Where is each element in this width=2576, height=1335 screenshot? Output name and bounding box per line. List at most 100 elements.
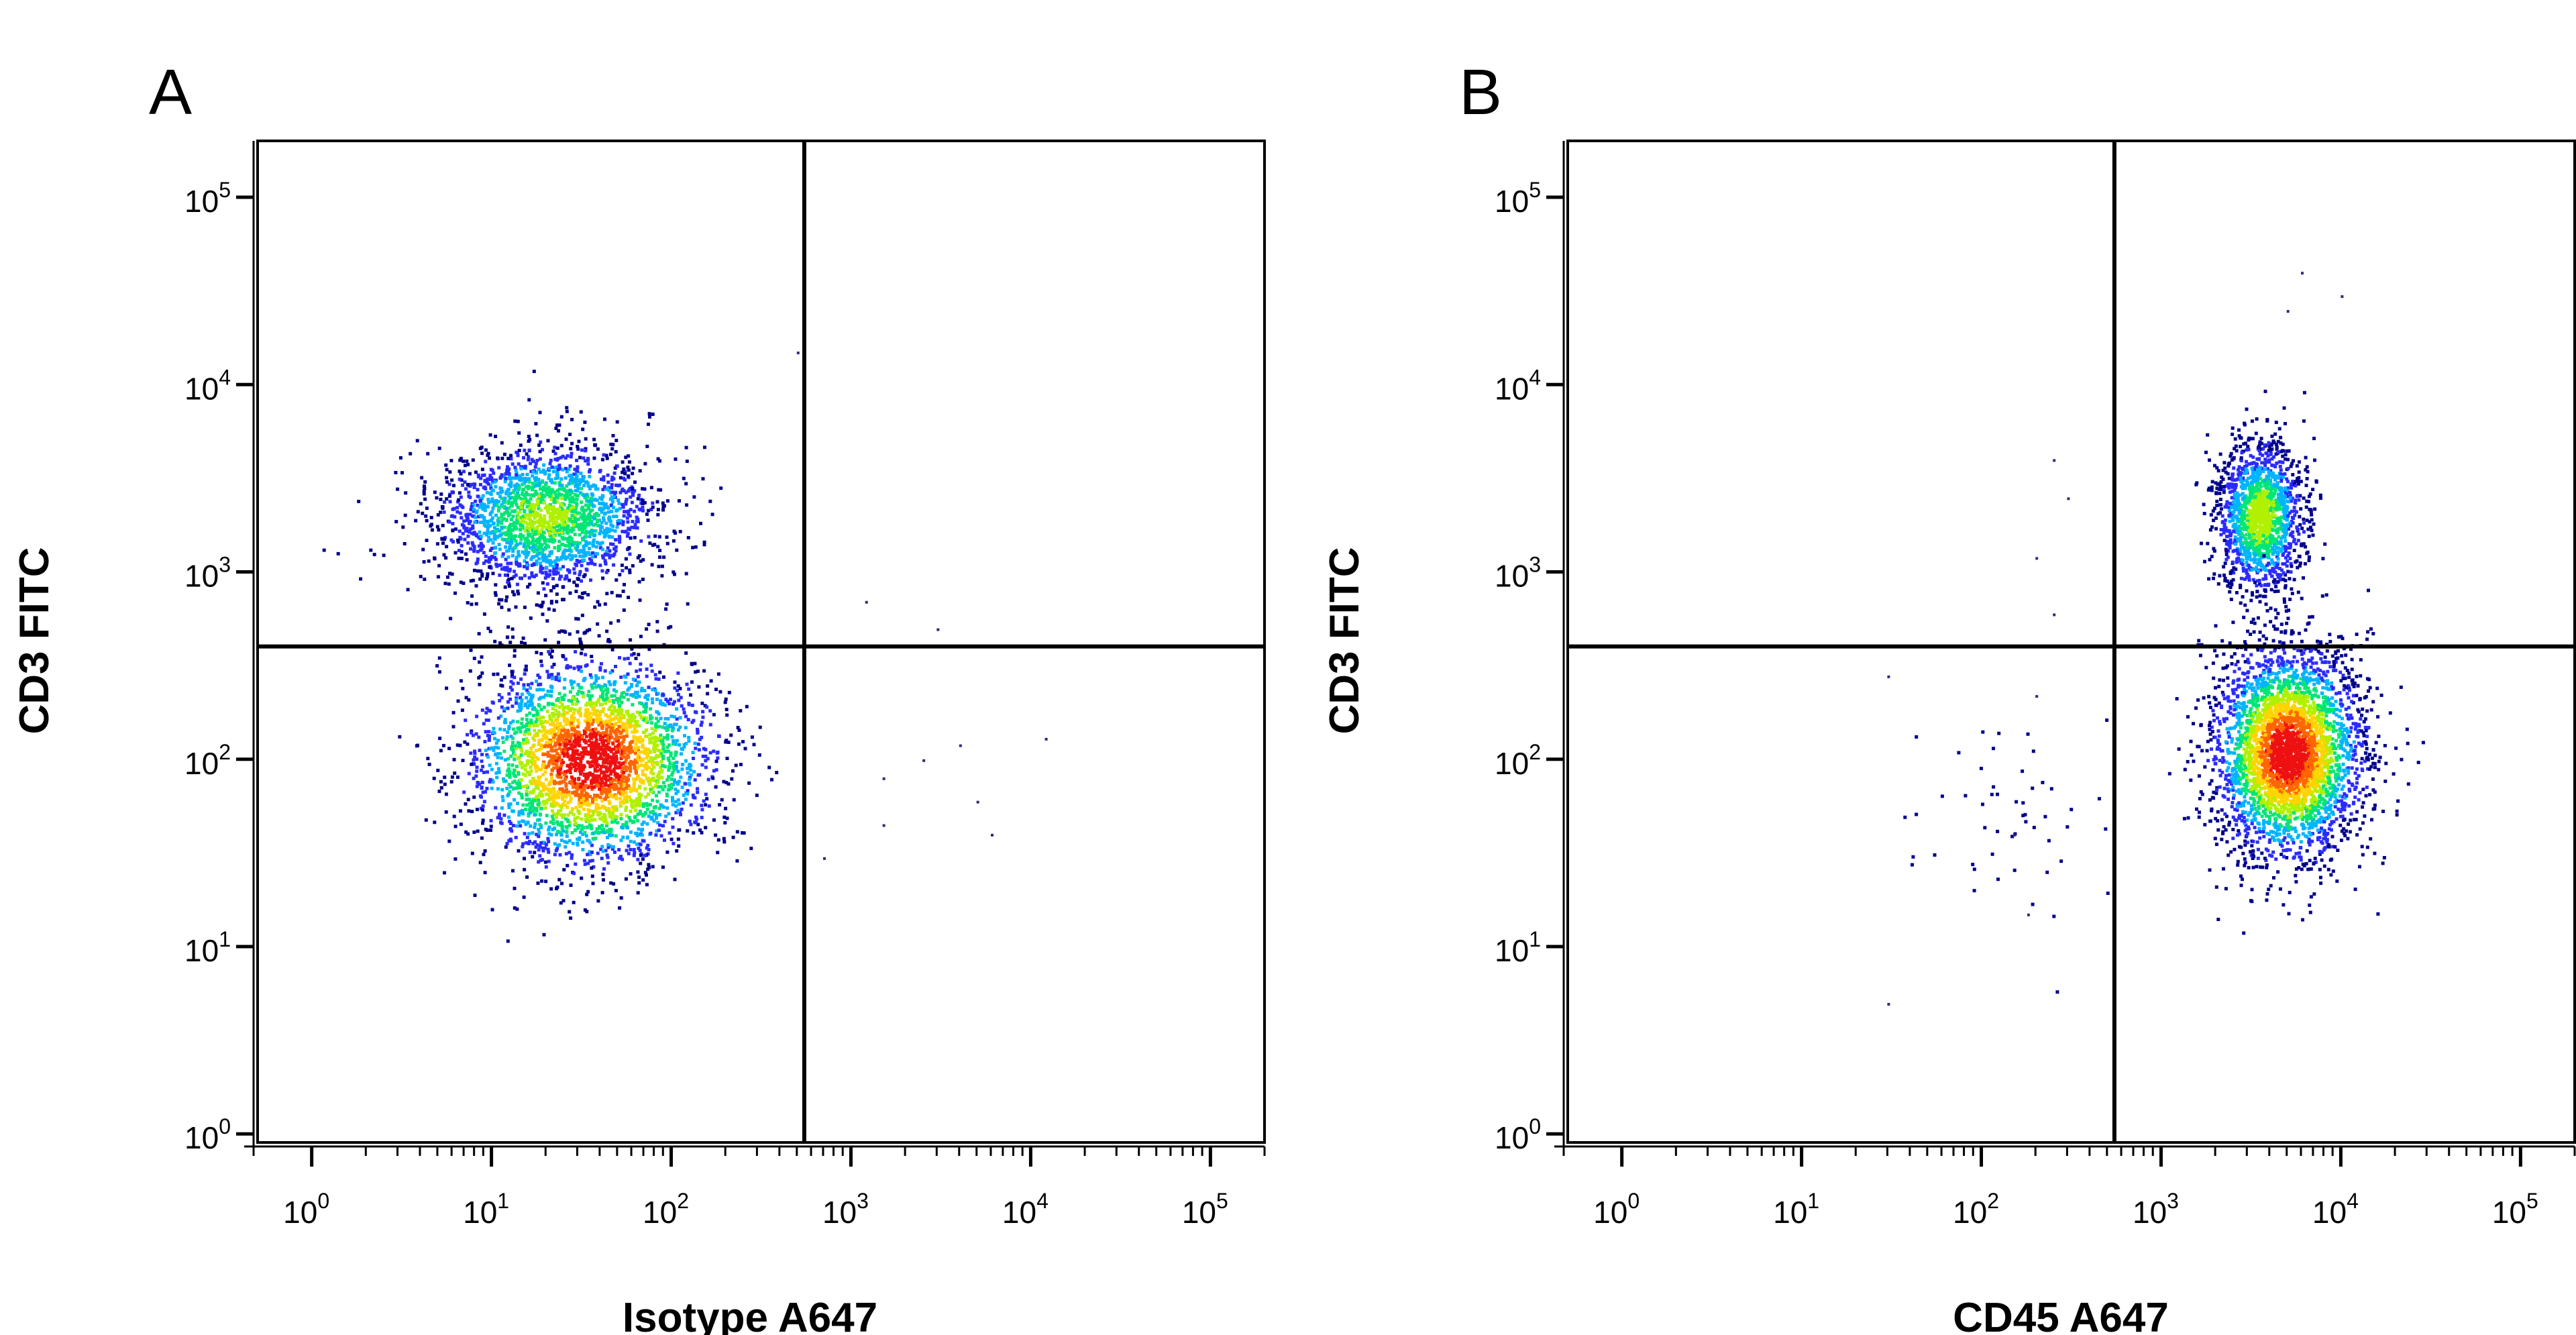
density-dot [619,804,623,808]
density-dot [603,753,607,757]
density-dot [656,780,660,784]
density-dot [639,689,643,693]
density-dot [612,515,616,519]
density-dot [569,708,573,712]
density-dot [590,551,594,555]
density-dot [525,835,529,839]
density-dot [642,703,646,707]
density-dot [594,679,598,683]
density-dot [570,496,574,500]
density-dot [424,514,428,518]
density-dot [540,879,544,883]
density-dot [587,506,590,511]
density-dot [519,467,523,471]
density-dot [635,721,638,725]
density-dot [661,501,665,505]
density-dot [513,744,517,748]
density-dot [589,742,593,746]
density-dot [536,674,540,678]
density-dot [659,785,663,789]
density-dot [588,487,592,490]
density-dot [445,575,449,579]
density-dot [515,527,519,531]
density-dot [601,872,605,876]
density-dot [481,818,485,822]
density-dot [574,484,578,488]
density-dot [574,742,578,746]
density-dot [537,545,540,549]
density-dot [548,462,552,466]
density-dot [492,501,496,505]
density-dot [633,489,637,493]
density-dot [496,787,500,791]
density-dot [619,800,623,804]
density-dot [637,842,641,846]
density-dot [445,476,449,480]
density-dot [541,485,545,489]
density-dot [596,447,600,451]
density-dot [610,647,614,651]
density-dot [531,744,535,748]
density-dot [556,790,560,794]
density-dot [715,751,719,755]
density-dot [476,569,480,573]
density-dot [549,780,553,784]
density-dot [494,562,498,566]
density-dot [679,776,683,780]
density-dot [586,721,590,725]
density-dot [594,798,598,802]
density-dot [604,719,608,723]
density-dot [588,541,592,545]
density-dot [506,488,511,491]
density-dot [541,479,545,483]
density-dot [396,487,400,491]
density-dot [576,630,580,634]
density-dot [559,531,564,535]
density-dot [689,693,692,697]
density-dot [631,564,635,568]
density-dot [617,501,621,505]
density-dot [566,769,570,773]
density-dot [592,831,596,835]
density-dot [700,720,704,725]
density-dot [482,562,486,566]
density-dot [498,547,502,551]
density-dot [468,519,472,523]
density-dot [617,790,621,794]
density-dot [561,797,565,801]
density-dot [516,505,520,509]
density-dot [572,580,576,584]
density-dot [555,793,559,797]
density-dot [585,825,589,829]
density-dot [583,525,587,529]
density-dot [549,600,553,603]
density-dot [572,523,576,527]
density-dot [555,584,559,588]
density-dot [525,561,529,565]
density-dot [655,620,659,624]
density-dot [535,833,539,837]
density-dot [474,774,478,778]
density-dot [628,552,632,556]
density-dot [506,470,511,474]
density-dot [548,652,552,656]
density-dot [560,496,564,500]
density-dot [525,792,529,796]
density-dot [509,538,513,542]
density-dot [524,751,527,755]
density-dot [628,743,632,747]
density-dot [629,508,633,512]
density-dot [602,512,606,516]
density-dot [672,778,676,782]
density-dot [580,756,584,760]
density-dot [441,541,445,545]
density-dot [608,705,612,709]
density-dot [545,487,549,491]
density-dot [486,770,489,774]
density-dot [533,738,537,742]
density-dot [578,637,582,641]
density-dot [631,678,635,682]
density-dot [593,513,597,517]
density-dot [535,554,539,557]
density-dot [629,717,633,721]
